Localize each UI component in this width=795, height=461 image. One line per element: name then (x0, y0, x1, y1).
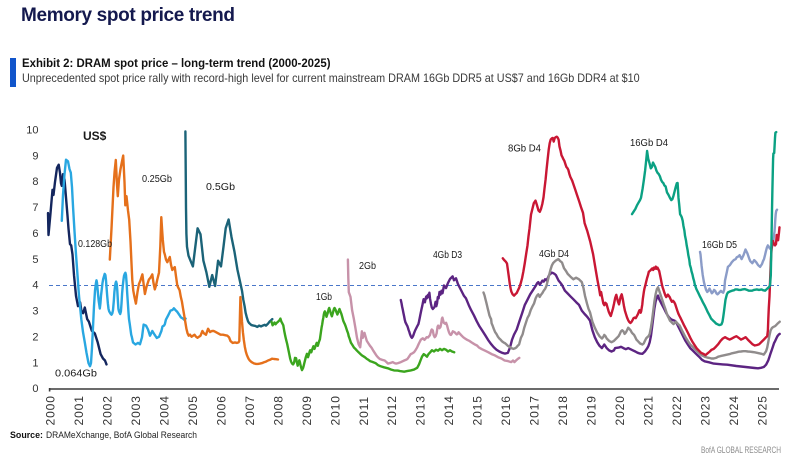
svg-text:2022: 2022 (670, 395, 684, 425)
svg-text:2008: 2008 (271, 395, 285, 425)
svg-text:2021: 2021 (642, 395, 656, 425)
svg-text:7: 7 (32, 202, 38, 214)
svg-text:0.128Gb: 0.128Gb (78, 239, 112, 250)
svg-text:4Gb D3: 4Gb D3 (433, 250, 462, 261)
svg-text:4Gb D4: 4Gb D4 (539, 249, 569, 260)
svg-text:2019: 2019 (585, 395, 599, 425)
svg-text:2001: 2001 (72, 395, 86, 425)
svg-text:2009: 2009 (300, 395, 314, 425)
svg-text:Source:: Source: (10, 430, 43, 441)
svg-text:10: 10 (26, 124, 38, 136)
svg-text:16Gb D4: 16Gb D4 (630, 138, 668, 149)
svg-text:2007: 2007 (243, 395, 257, 425)
svg-text:2: 2 (32, 331, 38, 343)
svg-text:9: 9 (32, 150, 38, 162)
svg-text:6: 6 (32, 228, 38, 240)
svg-text:2023: 2023 (698, 395, 712, 425)
svg-text:DRAMeXchange, BofA Global Rese: DRAMeXchange, BofA Global Research (46, 430, 197, 441)
svg-text:8Gb D4: 8Gb D4 (508, 144, 541, 155)
svg-text:0.064Gb: 0.064Gb (55, 369, 97, 380)
svg-text:2025: 2025 (755, 395, 769, 425)
svg-text:3: 3 (32, 306, 38, 318)
svg-text:2024: 2024 (727, 395, 741, 425)
svg-text:5: 5 (32, 254, 38, 266)
svg-text:2015: 2015 (471, 395, 485, 425)
svg-text:2016: 2016 (499, 395, 513, 425)
svg-text:8: 8 (32, 176, 38, 188)
svg-text:2014: 2014 (442, 395, 456, 425)
svg-text:2013: 2013 (414, 395, 428, 425)
svg-text:2006: 2006 (214, 395, 228, 425)
svg-text:2018: 2018 (556, 395, 570, 425)
svg-text:2020: 2020 (613, 395, 627, 425)
svg-text:16Gb D5: 16Gb D5 (702, 240, 737, 251)
svg-text:0.25Gb: 0.25Gb (142, 174, 172, 185)
svg-text:2Gb: 2Gb (359, 261, 376, 272)
svg-text:2010: 2010 (328, 395, 342, 425)
svg-text:4: 4 (32, 280, 38, 292)
svg-text:2012: 2012 (385, 395, 399, 425)
svg-text:2017: 2017 (528, 395, 542, 425)
svg-text:2011: 2011 (357, 396, 371, 425)
svg-text:1Gb: 1Gb (316, 292, 332, 303)
svg-text:US$: US$ (83, 129, 107, 143)
svg-text:0: 0 (32, 383, 38, 395)
svg-text:0.5Gb: 0.5Gb (206, 182, 235, 193)
svg-text:2003: 2003 (129, 395, 143, 425)
svg-text:1: 1 (32, 357, 38, 369)
svg-text:2005: 2005 (186, 395, 200, 425)
svg-text:2002: 2002 (101, 395, 115, 425)
svg-text:2000: 2000 (44, 395, 58, 425)
svg-text:BofA GLOBAL RESEARCH: BofA GLOBAL RESEARCH (701, 445, 781, 455)
svg-text:2004: 2004 (158, 395, 172, 425)
